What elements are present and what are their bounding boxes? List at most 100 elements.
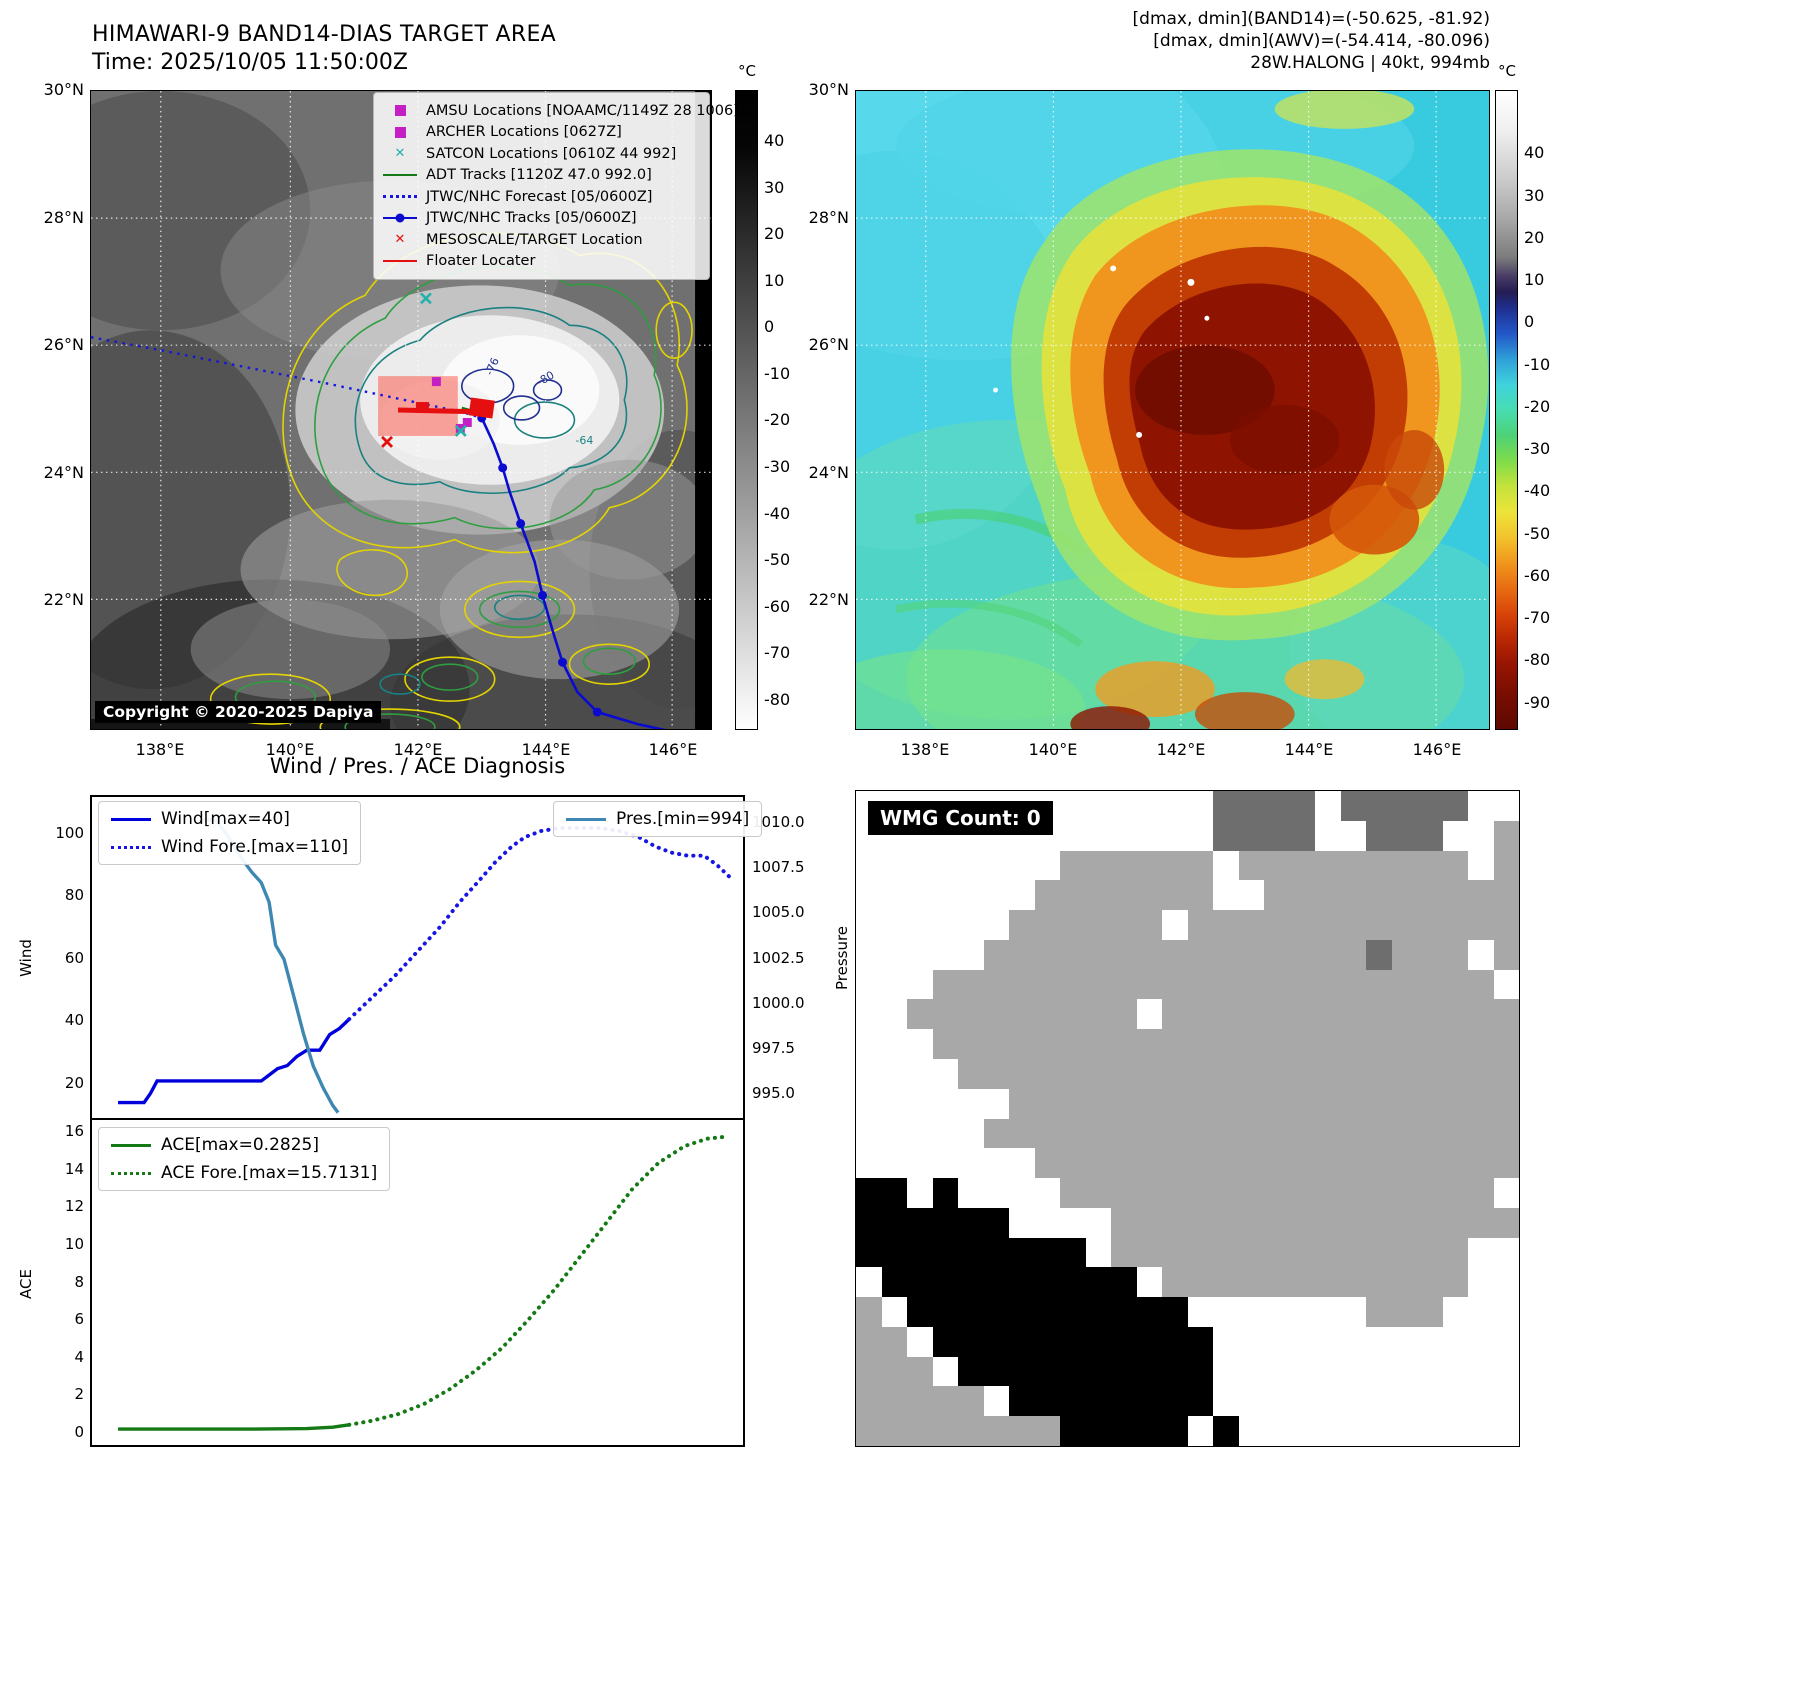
- colorbar-tick: 20: [764, 224, 785, 244]
- wmg-cell: [1391, 1088, 1417, 1119]
- wmg-cell: [1085, 1058, 1111, 1089]
- wmg-cell: [1315, 1297, 1341, 1327]
- axis-tick: 20: [64, 1073, 84, 1092]
- page-title: HIMAWARI-9 BAND14-DIAS TARGET AREA: [92, 22, 557, 47]
- wmg-cell: [1111, 910, 1137, 940]
- wmg-cell: [1264, 969, 1290, 1000]
- wmg-cell: [1340, 1416, 1366, 1446]
- wmg-cell: [1009, 1416, 1035, 1446]
- axis-tick: 1010.0: [752, 813, 805, 832]
- wmg-cell: [1340, 1386, 1366, 1417]
- wmg-cell: [1315, 910, 1341, 940]
- wmg-cell: [1468, 850, 1494, 881]
- wmg-cell: [1136, 1148, 1162, 1179]
- awv-colorbar: [1495, 90, 1518, 730]
- wmg-cell: [983, 1029, 1009, 1059]
- contour-label: -64: [575, 434, 593, 447]
- wmg-cell: [1213, 1386, 1239, 1417]
- wmg-cell: [1289, 1207, 1315, 1238]
- wmg-cell: [1034, 1326, 1060, 1357]
- wmg-cell: [881, 1118, 907, 1149]
- wmg-cell: [983, 1207, 1009, 1238]
- wmg-cell: [1162, 1058, 1188, 1089]
- wmg-cell: [1468, 999, 1494, 1030]
- wmg-cell: [1315, 1178, 1341, 1208]
- wmg-cell: [1060, 1237, 1086, 1268]
- wmg-cell: [1493, 939, 1519, 970]
- wmg-cell: [1162, 1029, 1188, 1059]
- lat-label: 26°N: [808, 335, 849, 354]
- wmg-cell: [1289, 1178, 1315, 1208]
- wmg-cell: [881, 999, 907, 1030]
- wmg-cell: [881, 850, 907, 881]
- axis-tick: 1005.0: [752, 903, 805, 922]
- wmg-cell: [1034, 1267, 1060, 1298]
- wmg-cell: [1085, 1029, 1111, 1059]
- wmg-cell: [1034, 910, 1060, 940]
- wmg-cell: [1315, 1386, 1341, 1417]
- wmg-cell: [856, 1148, 882, 1179]
- colorbar-tick: -60: [1524, 565, 1551, 585]
- colorbar-tick: -10: [764, 363, 791, 383]
- wmg-cell: [1238, 999, 1264, 1030]
- wmg-cell: [1162, 1088, 1188, 1119]
- axis-tick: 80: [64, 886, 84, 904]
- wmg-cell: [1493, 1386, 1519, 1417]
- wmg-cell: [907, 850, 933, 881]
- wmg-cell: [1315, 1207, 1341, 1238]
- wmg-cell: [1366, 791, 1392, 821]
- wmg-cell: [1493, 1237, 1519, 1268]
- wmg-cell: [907, 999, 933, 1030]
- wmg-cell: [1009, 1207, 1035, 1238]
- wmg-cell: [1034, 850, 1060, 881]
- wmg-cell: [932, 1207, 958, 1238]
- wmg-cell: [1340, 1297, 1366, 1327]
- wmg-cell: [1238, 880, 1264, 911]
- wmg-cell: [1009, 1088, 1035, 1119]
- wmg-cell: [1340, 820, 1366, 851]
- wind-legend-label: Wind[max=40]: [161, 809, 290, 829]
- wmg-cell: [1366, 1118, 1392, 1149]
- wmg-cell: [1493, 1178, 1519, 1208]
- legend-label: Floater Locater: [426, 253, 536, 270]
- wmg-cell: [1442, 1267, 1468, 1298]
- wmg-cell: [1009, 850, 1035, 881]
- wmg-cell: [1213, 1326, 1239, 1357]
- wmg-cell: [1238, 1029, 1264, 1059]
- wmg-cell: [1417, 791, 1443, 821]
- legend-item: ✕ SATCON Locations [0610Z 44 992]: [383, 144, 700, 164]
- wmg-cell: [1187, 969, 1213, 1000]
- wmg-cell: [1315, 1029, 1341, 1059]
- pressure-legend-label: Pres.[min=994]: [616, 809, 750, 829]
- wmg-cell: [1213, 1237, 1239, 1268]
- band14-dmax-dmin: [dmax, dmin](BAND14)=(-50.625, -81.92): [1132, 9, 1490, 29]
- axis-tick: 16: [64, 1122, 84, 1141]
- wmg-cell: [1340, 1148, 1366, 1179]
- wmg-cell: [1264, 1416, 1290, 1446]
- colorbar-tick: -90: [1524, 692, 1551, 712]
- wmg-cell: [1315, 1326, 1341, 1357]
- awv-satellite-map: [855, 90, 1490, 730]
- colorbar-tick: -70: [764, 643, 791, 663]
- wmg-cell: [1391, 1237, 1417, 1268]
- wmg-cell: [1136, 910, 1162, 940]
- wmg-cell: [1162, 1148, 1188, 1179]
- wmg-cell: [1238, 1148, 1264, 1179]
- wmg-cell: [1391, 1386, 1417, 1417]
- wmg-cell: [1009, 1029, 1035, 1059]
- wmg-cell: [1085, 999, 1111, 1030]
- wmg-cell: [1417, 1356, 1443, 1387]
- wmg-cell: [1187, 1088, 1213, 1119]
- wmg-cell: [1264, 1326, 1290, 1357]
- wmg-cell: [1085, 1386, 1111, 1417]
- wmg-cell: [1289, 850, 1315, 881]
- colorbar-tick: -60: [764, 596, 791, 616]
- axis-tick: 100: [55, 823, 84, 842]
- wmg-cell: [932, 850, 958, 881]
- wmg-cell: [1111, 1326, 1137, 1357]
- wmg-cell: [1111, 1148, 1137, 1179]
- axis-tick: 1002.5: [752, 948, 805, 967]
- wmg-cell: [1111, 1178, 1137, 1208]
- wmg-cell: [1136, 1356, 1162, 1387]
- wmg-cell: [1468, 910, 1494, 940]
